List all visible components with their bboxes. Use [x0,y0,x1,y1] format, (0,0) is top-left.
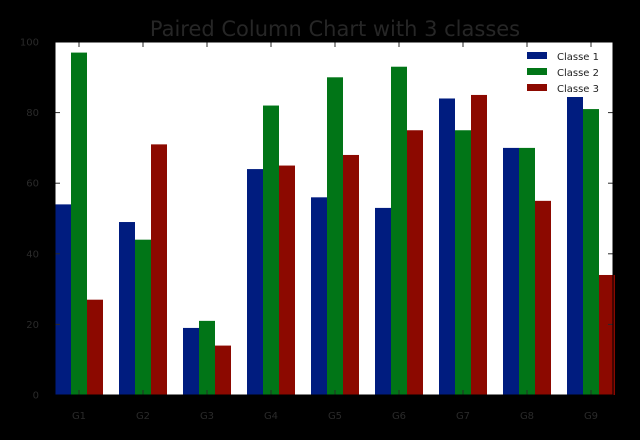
y-tick-label-80: 80 [26,108,39,119]
bar-g3-series-3 [215,345,231,395]
bar-g8-series-3 [535,200,551,395]
bar-g2-series-1 [119,222,135,395]
legend-label-classe-2: Classe 2 [557,68,599,79]
bar-g5-series-1 [311,197,327,395]
bar-g8-series-1 [503,147,519,395]
x-tick-label-g1: G1 [72,411,86,422]
legend-swatch-classe-1 [527,52,547,59]
bar-g1-series-2 [71,52,87,396]
plot-frame [54,41,614,396]
bar-g9-series-1 [567,70,583,396]
bar-g1-series-3 [87,299,103,395]
legend-label-classe-3: Classe 3 [557,84,599,95]
x-tick-label-g3: G3 [200,411,214,422]
bar-g4-series-2 [263,105,279,395]
y-tick-label-60: 60 [26,179,39,190]
bar-g6-series-1 [375,207,391,395]
legend-label-classe-1: Classe 1 [557,52,599,63]
bar-g3-series-2 [199,320,215,395]
x-tick-label-g4: G4 [264,411,278,422]
bar-g1-series-1 [55,204,71,395]
bar-g2-series-3 [151,144,167,395]
bar-g7-series-3 [471,94,487,395]
x-tick-label-g7: G7 [456,411,470,422]
bar-g3-series-1 [183,327,199,395]
y-tick-label-100: 100 [20,38,39,49]
x-tick-label-g8: G8 [520,411,534,422]
bar-g2-series-2 [135,239,151,395]
bar-g6-series-3 [407,130,423,395]
bars-layer [55,52,615,396]
chart-title: Paired Column Chart with 3 classes [150,17,520,41]
y-tick-label-20: 20 [26,320,39,331]
x-tick-label-g6: G6 [392,411,406,422]
y-tick-label-0: 0 [33,391,39,402]
x-axis: G1 G2 G3 G4 G5 G6 G7 G8 G9 [72,42,598,422]
legend: Classe 1 Classe 2 Classe 3 [520,47,610,97]
bar-g6-series-2 [391,66,407,396]
legend-swatch-classe-3 [527,84,547,91]
bar-g4-series-1 [247,169,263,395]
bar-g7-series-1 [439,98,455,395]
bar-g5-series-2 [327,77,343,396]
legend-swatch-classe-2 [527,68,547,75]
x-tick-label-g5: G5 [328,411,342,422]
y-tick-label-40: 40 [26,249,39,260]
bar-g5-series-3 [343,154,359,395]
bar-g4-series-3 [279,165,295,395]
bar-g9-series-3 [599,274,615,395]
x-tick-label-g9: G9 [584,411,598,422]
x-tick-label-g2: G2 [136,411,150,422]
bar-g7-series-2 [455,130,471,395]
bar-g9-series-2 [583,109,599,395]
bar-g8-series-2 [519,147,535,395]
